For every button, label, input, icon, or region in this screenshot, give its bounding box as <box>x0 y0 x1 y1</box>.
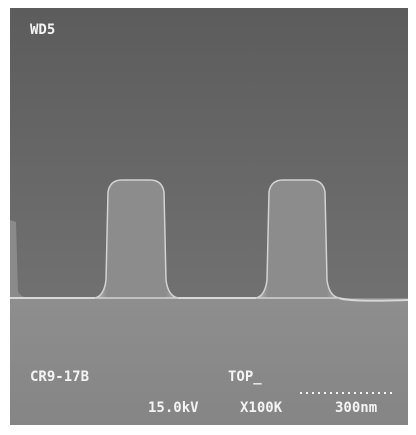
voltage: 15.0kV <box>148 400 199 416</box>
sample-id: CR9-17B <box>30 369 89 385</box>
page: WD5 CR9-17B TOP_ 15.0kV X100K 300nm (() … <box>0 0 416 435</box>
view-label: TOP_ <box>228 369 262 385</box>
scale-bar-label: 300nm <box>335 400 377 416</box>
working-distance: WD5 <box>30 22 55 38</box>
sem-image: WD5 CR9-17B TOP_ 15.0kV X100K 300nm <box>0 0 416 435</box>
magnification: X100K <box>240 400 283 416</box>
